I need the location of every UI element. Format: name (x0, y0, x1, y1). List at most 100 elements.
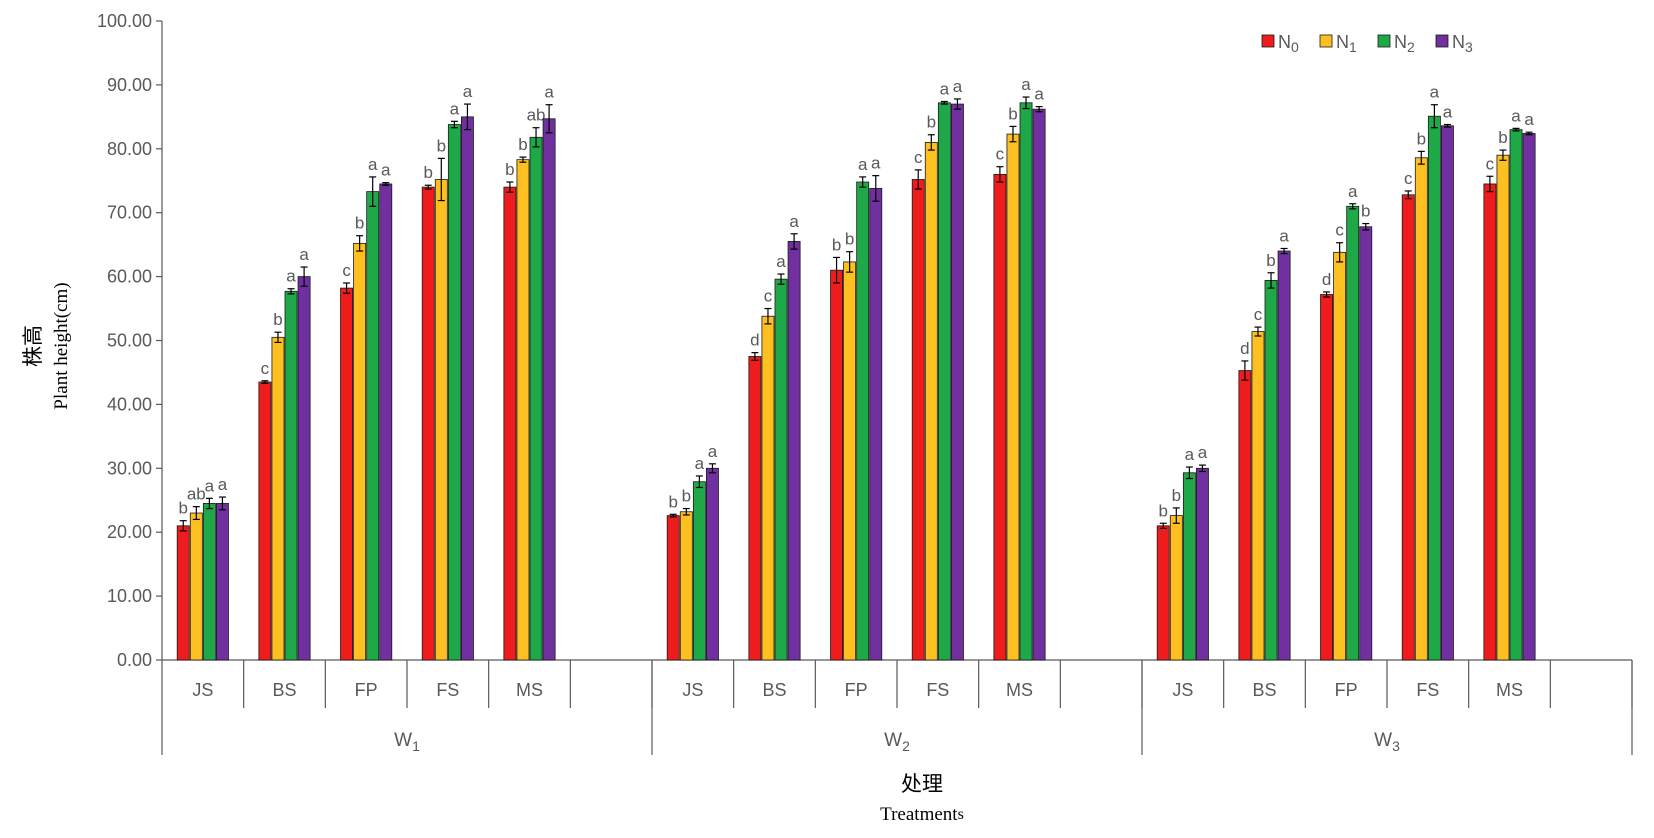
bar (774, 278, 788, 661)
bar (1401, 194, 1415, 661)
bar (679, 511, 693, 661)
bar (271, 336, 285, 661)
significance-label: a (463, 82, 473, 101)
category-label: BS (1252, 680, 1276, 700)
significance-label: c (1254, 305, 1263, 324)
bar (284, 290, 298, 661)
significance-label: a (953, 77, 963, 96)
significance-label: b (845, 230, 854, 249)
bar (366, 191, 380, 661)
significance-label: b (1266, 251, 1275, 270)
bar (924, 142, 938, 661)
bar (1251, 331, 1265, 661)
legend-label-main: N (1336, 32, 1349, 52)
bar (529, 136, 543, 661)
legend-label-main: N (1278, 32, 1291, 52)
bar (215, 503, 229, 661)
legend-label-sub: 0 (1291, 39, 1299, 55)
bar (1522, 133, 1536, 661)
significance-label: b (355, 214, 364, 233)
significance-label: c (764, 287, 773, 306)
category-label: FS (926, 680, 949, 700)
bar (666, 515, 680, 661)
legend-label: N2 (1394, 32, 1415, 55)
significance-label: d (750, 331, 759, 350)
y-tick-label: 90.00 (107, 75, 152, 95)
significance-label: d (1322, 270, 1331, 289)
bar (1196, 467, 1209, 661)
legend-label: N0 (1278, 32, 1299, 55)
significance-label: c (342, 261, 351, 280)
significance-label: a (1185, 445, 1195, 464)
bar (189, 512, 203, 661)
bar (787, 241, 801, 661)
significance-label: a (858, 155, 868, 174)
group-label-sub: 1 (412, 738, 420, 754)
category-label: JS (682, 680, 703, 700)
significance-label: b (1008, 104, 1017, 123)
significance-label: c (1404, 169, 1413, 188)
significance-label: a (940, 80, 950, 99)
group-label: W1 (394, 730, 420, 754)
significance-label: a (1279, 226, 1289, 245)
bar (1359, 226, 1373, 661)
category-label: FP (1335, 680, 1358, 700)
category-label: MS (516, 680, 543, 700)
bar (379, 183, 393, 661)
bar (1483, 183, 1497, 661)
y-tick-label: 30.00 (107, 458, 152, 478)
bar (353, 242, 367, 661)
significance-label: c (1335, 221, 1344, 240)
significance-label: a (286, 267, 296, 286)
bar (1182, 472, 1196, 661)
legend-label: N1 (1336, 32, 1357, 55)
bar (951, 103, 964, 661)
bar (258, 381, 272, 661)
bar (856, 181, 870, 661)
significance-label: a (1430, 83, 1440, 102)
significance-label: a (789, 212, 799, 231)
y-tick-label: 80.00 (107, 139, 152, 159)
significance-label: a (205, 476, 215, 495)
x-axis-title-en-main: Treatment (880, 804, 958, 825)
bar (1441, 125, 1454, 661)
bar (869, 188, 883, 661)
bar (748, 356, 762, 661)
x-axis-title-cn: 处理 (901, 772, 943, 796)
bar (993, 173, 1007, 661)
bar (1032, 108, 1046, 661)
bar (1496, 154, 1510, 661)
y-axis-title-cn: 株高 (21, 325, 45, 367)
bar (706, 467, 719, 661)
x-axis-title: 处理 Treatments (880, 772, 964, 825)
bar (1346, 205, 1360, 661)
bar (516, 159, 530, 661)
significance-label: b (1498, 128, 1507, 147)
category-label: BS (272, 680, 296, 700)
significance-label: b (832, 235, 841, 254)
significance-label: a (1021, 75, 1031, 94)
bar (1006, 133, 1020, 661)
significance-label: a (450, 99, 460, 118)
significance-label: a (871, 154, 881, 173)
bar (1238, 370, 1252, 661)
significance-label: b (1361, 202, 1370, 221)
bar (830, 269, 843, 661)
legend-label-sub: 3 (1465, 39, 1473, 55)
y-axis: 0.00 10.00 20.00 30.00 40.00 50.00 60.00 70.00 8… (97, 11, 163, 670)
y-tick-label: 70.00 (107, 203, 152, 223)
group-label-sub: 2 (902, 738, 910, 754)
significance-label: a (544, 83, 554, 102)
significance-label: b (682, 487, 691, 506)
bar (297, 276, 311, 661)
significance-label: b (437, 136, 446, 155)
bar (1414, 157, 1428, 661)
bar (1509, 129, 1523, 661)
legend-label: N3 (1452, 32, 1473, 55)
group-label: W2 (884, 730, 910, 754)
y-tick-label: 40.00 (107, 394, 152, 414)
significance-label: b (1417, 129, 1426, 148)
category-label: BS (762, 680, 786, 700)
significance-label: b (1158, 501, 1167, 520)
